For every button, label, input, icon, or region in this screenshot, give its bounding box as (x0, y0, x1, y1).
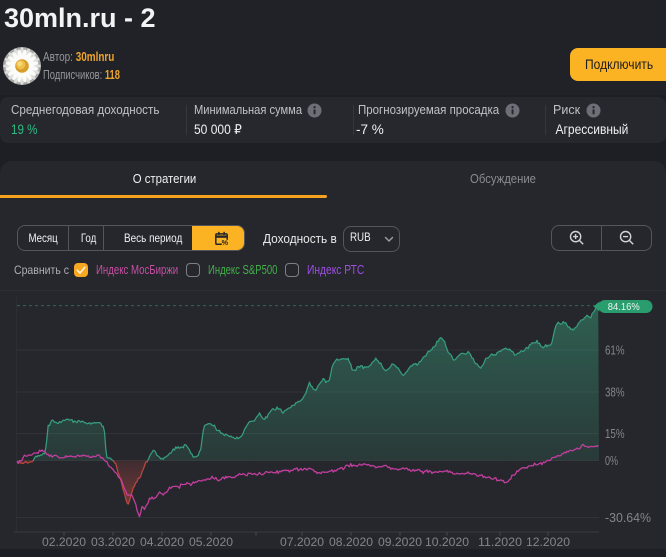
svg-text:08.2020: 08.2020 (329, 537, 373, 549)
svg-text:04.2020: 04.2020 (140, 537, 184, 549)
svg-text:07.2020: 07.2020 (280, 537, 324, 549)
svg-text:11.2020: 11.2020 (478, 537, 522, 549)
svg-text:38%: 38% (605, 386, 625, 400)
svg-text:84.16%: 84.16% (608, 301, 640, 313)
svg-text:12.2020: 12.2020 (526, 537, 570, 549)
svg-text:03.2020: 03.2020 (91, 537, 135, 549)
svg-text:15%: 15% (605, 427, 625, 441)
svg-text:%: % (222, 238, 229, 246)
svg-text:09.2020: 09.2020 (378, 537, 422, 549)
svg-text:61%: 61% (605, 344, 625, 358)
svg-text:10.2020: 10.2020 (425, 537, 469, 549)
svg-text:-30.64%: -30.64% (605, 511, 651, 525)
svg-text:02.2020: 02.2020 (42, 537, 86, 549)
svg-text:0%: 0% (605, 454, 618, 468)
svg-text:05.2020: 05.2020 (189, 537, 233, 549)
